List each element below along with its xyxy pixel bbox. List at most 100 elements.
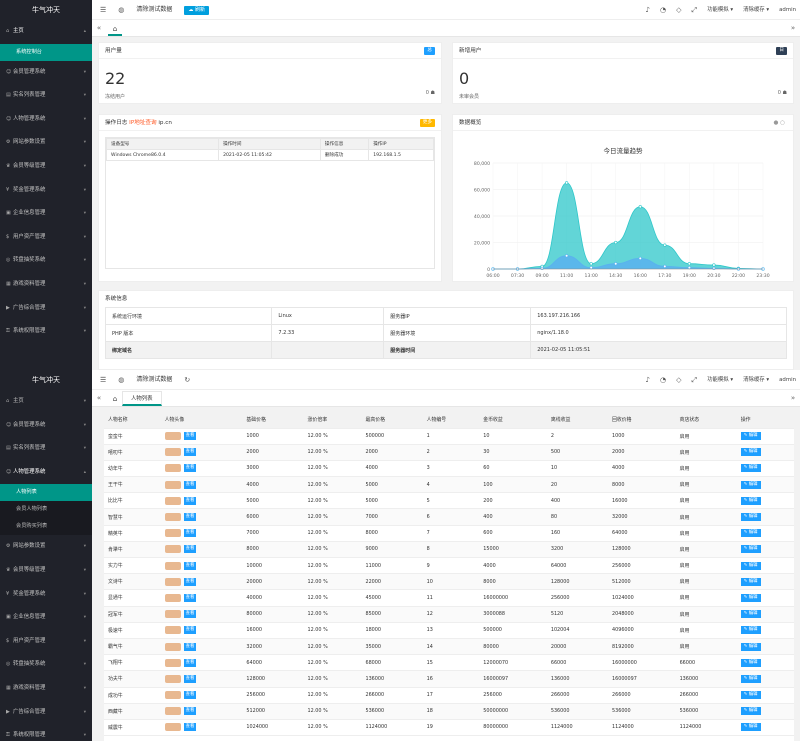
edit-button[interactable]: ✎ 编辑 (740, 593, 761, 602)
edit-button[interactable]: ✎ 编辑 (740, 545, 761, 554)
sidebar-item-console[interactable]: 系统控制台 (0, 43, 92, 61)
theme-icon[interactable]: ◔ (660, 376, 667, 384)
view-avatar-button[interactable]: 查看 (183, 480, 197, 489)
sidebar-item[interactable]: ▶ 广告综合管理 ▾ (0, 297, 92, 321)
clear-cache-menu[interactable]: 清除缓存 ▾ (743, 7, 770, 13)
globe-icon[interactable]: ◍ (118, 376, 125, 384)
sidebar-item[interactable]: ¥ 奖金管理系统 ▾ (0, 583, 92, 607)
globe-icon[interactable]: ◍ (118, 6, 125, 14)
tab-scroll-left-icon[interactable]: « (96, 394, 102, 402)
theme-icon[interactable]: ◔ (660, 6, 667, 14)
view-avatar-button[interactable]: 查看 (183, 577, 197, 586)
view-avatar-button[interactable]: 查看 (183, 707, 197, 716)
sidebar-item[interactable]: $ 用户资产管理 ▾ (0, 226, 92, 250)
menu-toggle-icon[interactable]: ☰ (100, 376, 107, 384)
ip-query-link[interactable]: IP地址查询 (129, 120, 157, 126)
sidebar-item[interactable]: ♛ 会员等级管理 ▾ (0, 155, 92, 179)
clear-test-data-link[interactable]: 清除测试数据 (136, 376, 173, 383)
edit-button[interactable]: ✎ 编辑 (740, 577, 761, 586)
view-avatar-button[interactable]: 查看 (183, 432, 197, 441)
bell-icon[interactable]: ♪ (645, 376, 650, 384)
edit-button[interactable]: ✎ 编辑 (740, 674, 761, 683)
edit-button[interactable]: ✎ 编辑 (740, 707, 761, 716)
tab-home-icon[interactable]: ⌂ (112, 395, 118, 403)
view-avatar-button[interactable]: 查看 (183, 529, 197, 538)
view-avatar-button[interactable]: 查看 (183, 723, 197, 732)
view-avatar-button[interactable]: 查看 (183, 642, 197, 651)
edit-button[interactable]: ✎ 编辑 (740, 642, 761, 651)
sidebar-item[interactable]: ▦ 游戏资料管理 ▾ (0, 677, 92, 701)
clear-test-data-link[interactable]: 清除测试数据 (136, 6, 173, 13)
view-avatar-button[interactable]: 查看 (183, 448, 197, 457)
edit-button[interactable]: ✎ 编辑 (740, 448, 761, 457)
sidebar-item[interactable]: ▣ 企业信息管理 ▾ (0, 202, 92, 226)
edit-button[interactable]: ✎ 编辑 (740, 464, 761, 473)
sidebar-item-character-list[interactable]: 人物列表 (0, 484, 92, 502)
edit-button[interactable]: ✎ 编辑 (740, 658, 761, 667)
tab-scroll-right-icon[interactable]: » (790, 24, 796, 32)
refresh-icon[interactable]: ↻ (184, 376, 191, 384)
tab-character-list[interactable]: 人物列表 (122, 391, 162, 406)
view-avatar-button[interactable]: 查看 (183, 545, 197, 554)
view-avatar-button[interactable]: 查看 (183, 691, 197, 700)
sidebar-item[interactable]: ♛ 会员等级管理 ▾ (0, 559, 92, 583)
tag-icon[interactable]: ◇ (676, 376, 682, 384)
sidebar-item[interactable]: ▤ 实名列表管理 ▾ (0, 437, 92, 461)
edit-button[interactable]: ✎ 编辑 (740, 496, 761, 505)
more-button[interactable]: 更多 (419, 119, 435, 127)
view-avatar-button[interactable]: 查看 (183, 561, 197, 570)
sidebar-item[interactable]: ◎ 转盘抽奖系统 ▾ (0, 653, 92, 677)
clear-cache-menu[interactable]: 清除缓存 ▾ (743, 377, 770, 383)
view-avatar-button[interactable]: 查看 (183, 674, 197, 683)
sidebar-item[interactable]: ¥ 奖金管理系统 ▾ (0, 179, 92, 203)
sidebar-item[interactable]: ☺ 会员管理系统 ▾ (0, 61, 92, 85)
edit-button[interactable]: ✎ 编辑 (740, 561, 761, 570)
sidebar-item[interactable]: ☺ 会员管理系统 ▾ (0, 414, 92, 438)
sidebar-item[interactable]: ☺ 人物管理系统 ▾ (0, 108, 92, 132)
sidebar-item[interactable]: ▦ 游戏资料管理 ▾ (0, 273, 92, 297)
fullscreen-icon[interactable]: ⤢ (691, 6, 698, 14)
edit-button[interactable]: ✎ 编辑 (740, 626, 761, 635)
tab-scroll-right-icon[interactable]: » (790, 394, 796, 402)
view-avatar-button[interactable]: 查看 (183, 593, 197, 602)
fullscreen-icon[interactable]: ⤢ (691, 376, 698, 384)
edit-button[interactable]: ✎ 编辑 (740, 691, 761, 700)
view-avatar-button[interactable]: 查看 (183, 513, 197, 522)
sidebar-item[interactable]: ⚙ 网站参数设置 ▾ (0, 131, 92, 155)
sidebar-item-member-purchases[interactable]: 会员购买列表 (16, 523, 48, 530)
tab-scroll-left-icon[interactable]: « (96, 24, 102, 32)
sidebar-item[interactable]: ⚙ 网站参数设置 ▾ (0, 535, 92, 559)
sidebar-item-home[interactable]: ⌂ 主页 ▴ (0, 20, 92, 44)
menu-toggle-icon[interactable]: ☰ (100, 6, 107, 14)
edit-button[interactable]: ✎ 编辑 (740, 610, 761, 619)
view-avatar-button[interactable]: 查看 (183, 496, 197, 505)
tag-icon[interactable]: ◇ (676, 6, 682, 14)
edit-button[interactable]: ✎ 编辑 (740, 529, 761, 538)
sidebar-item-home[interactable]: ⌂ 主页 ▾ (0, 390, 92, 414)
sidebar-item[interactable]: ⚿ 系统权限管理 ▾ (0, 320, 92, 344)
view-avatar-button[interactable]: 查看 (183, 658, 197, 667)
sidebar-item-characters[interactable]: ☺ 人物管理系统 ▴ (0, 461, 92, 485)
sidebar-item[interactable]: ⚿ 系统权限管理 ▾ (0, 724, 92, 741)
view-avatar-button[interactable]: 查看 (183, 610, 197, 619)
edit-button[interactable]: ✎ 编辑 (740, 513, 761, 522)
sidebar-item[interactable]: $ 用户资产管理 ▾ (0, 630, 92, 654)
sidebar-item[interactable]: ▣ 企业信息管理 ▾ (0, 606, 92, 630)
function-mode-menu[interactable]: 功能模拟 ▾ (707, 7, 734, 13)
tab-home-icon[interactable]: ⌂ (108, 22, 122, 36)
sidebar-item[interactable]: ◎ 转盘抽奖系统 ▾ (0, 249, 92, 273)
sidebar-item[interactable]: ▤ 实名列表管理 ▾ (0, 84, 92, 108)
bell-icon[interactable]: ♪ (645, 6, 650, 14)
edit-button[interactable]: ✎ 编辑 (740, 432, 761, 441)
edit-button[interactable]: ✎ 编辑 (740, 480, 761, 489)
system-info-cell: 系统运行环境 (104, 307, 273, 325)
function-mode-menu[interactable]: 功能模拟 ▾ (707, 377, 734, 383)
view-avatar-button[interactable]: 查看 (183, 626, 197, 635)
sidebar-item[interactable]: ▶ 广告综合管理 ▾ (0, 701, 92, 725)
user-menu[interactable]: admin (779, 7, 796, 13)
carousel-dots[interactable]: ● ○ (773, 120, 785, 126)
edit-button[interactable]: ✎ 编辑 (740, 723, 761, 732)
sidebar-item-member-characters[interactable]: 会员人物列表 (16, 506, 48, 513)
user-menu[interactable]: admin (779, 377, 796, 383)
view-avatar-button[interactable]: 查看 (183, 464, 197, 473)
